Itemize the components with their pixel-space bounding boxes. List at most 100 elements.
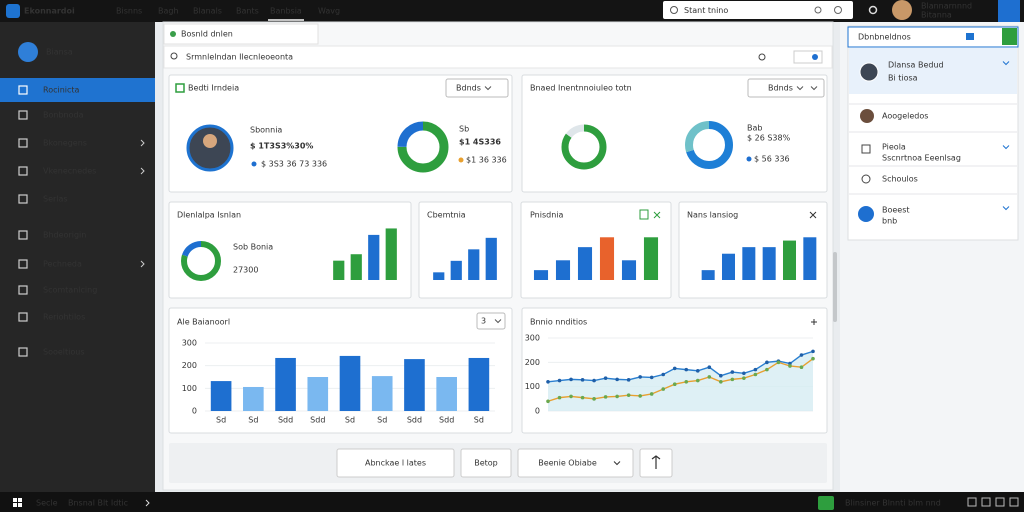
nav-item[interactable]: Vkenecnedes	[43, 167, 96, 176]
user-avatar-2[interactable]	[998, 0, 1020, 22]
line-point	[661, 372, 666, 377]
user-sub: Bitanna	[921, 11, 952, 20]
menu-item[interactable]: Blanals	[193, 7, 222, 16]
card	[168, 201, 412, 299]
tray-icon	[995, 497, 1005, 507]
footer-button-text[interactable]: Beenie Obiabe	[538, 459, 597, 468]
item-sub: Bi tiosa	[888, 74, 918, 83]
window-search-icon	[170, 52, 178, 60]
upload-icon	[651, 455, 661, 469]
line-point	[603, 395, 608, 399]
item-title[interactable]: Schoulos	[882, 175, 918, 184]
dropdown[interactable]	[476, 312, 506, 330]
dropdown-text[interactable]: Bdnds	[768, 84, 793, 93]
tab-title: Bosnld dnlen	[181, 30, 233, 39]
menu-item[interactable]: Bagh	[158, 7, 179, 16]
bar	[385, 228, 397, 280]
donut-segment	[397, 121, 449, 173]
line-point	[603, 376, 608, 380]
menu-item[interactable]: Bisnns	[116, 7, 142, 16]
y-tick-label: 200	[525, 358, 540, 367]
dropdown-text[interactable]: Bdnds	[456, 84, 481, 93]
stat-sub: $1 36 336	[466, 156, 507, 165]
item-title[interactable]: Boeest	[882, 206, 910, 215]
item-title[interactable]: Aoogeledos	[882, 112, 928, 121]
bar	[333, 260, 345, 280]
search-icon	[670, 6, 678, 14]
card-title: Cbemtnia	[427, 211, 466, 220]
right-icon	[966, 33, 974, 40]
line-point	[580, 395, 585, 400]
sidebar-active[interactable]	[0, 78, 155, 102]
profile-sub: $ 3S3 36 73 336	[261, 160, 327, 169]
menu-item[interactable]: Bants	[236, 7, 259, 16]
nav-icon	[18, 194, 28, 204]
bar	[555, 260, 571, 280]
bar	[404, 359, 425, 411]
line-point	[661, 387, 666, 391]
search-box[interactable]	[663, 1, 853, 19]
nav-item[interactable]: Scomtanlcing	[43, 286, 97, 295]
card-title: Pnisdnia	[530, 211, 564, 220]
profile-value: $ 1T3S3%30%	[250, 142, 313, 151]
nav-item[interactable]: Bkonegens	[43, 139, 87, 148]
window-tab[interactable]	[163, 23, 319, 45]
dropdown-text[interactable]: 3	[481, 317, 486, 326]
card-title: Nans lansiog	[687, 211, 738, 220]
chevron-icon	[613, 461, 621, 466]
dropdown[interactable]	[747, 78, 825, 98]
status-chevron	[145, 499, 150, 507]
line-point	[730, 370, 735, 374]
search-clear	[814, 6, 822, 14]
nav-item[interactable]: Pechneda	[43, 260, 82, 269]
bar	[621, 260, 637, 280]
bar	[450, 260, 462, 280]
x-tick-label: Sdd	[278, 416, 293, 425]
nav-item[interactable]: Bhdeorigin	[43, 231, 86, 240]
footer-button-text[interactable]: Abnckae l lates	[365, 459, 426, 468]
nav-item[interactable]: Bonbnoda	[43, 111, 84, 120]
nav-item[interactable]: Rocinicta	[43, 86, 80, 95]
bar	[803, 237, 817, 280]
bar	[762, 247, 776, 280]
bar	[701, 270, 715, 280]
nav-item[interactable]: Serlas	[43, 195, 68, 204]
stat-label: Bab	[747, 124, 762, 133]
nav-icon	[18, 85, 28, 95]
nav-item[interactable]: Reriohtilos	[43, 313, 85, 322]
line-point	[742, 371, 746, 376]
line-point	[638, 375, 642, 379]
window-search[interactable]	[163, 45, 833, 69]
nav-icon	[18, 110, 28, 120]
x-tick-label: Sd	[248, 416, 258, 425]
menu-item[interactable]: Banbsia	[270, 7, 302, 16]
window-search-text: Srmnlelndan Ilecnleoeonta	[186, 53, 293, 62]
profile-face	[203, 134, 217, 148]
status-text: Blinsiner Blnnti blm nnd	[845, 499, 941, 508]
tray-icon	[981, 497, 991, 507]
item-title[interactable]: Dlansa Bedud	[888, 61, 944, 70]
dropdown[interactable]	[445, 78, 509, 98]
right-check[interactable]	[1002, 28, 1017, 45]
line-point	[765, 360, 769, 365]
footer-button[interactable]	[517, 448, 634, 478]
footer-button[interactable]	[336, 448, 455, 478]
line-point	[811, 349, 815, 354]
y-tick-label: 0	[192, 407, 197, 416]
status-app[interactable]	[818, 496, 834, 510]
nav-chevron	[140, 260, 145, 268]
bar	[468, 357, 490, 411]
line-point	[753, 367, 758, 372]
menu-item[interactable]: Wavg	[318, 7, 340, 16]
item-title[interactable]: Pieola	[882, 143, 906, 152]
nav-icon	[18, 138, 28, 148]
nav-item[interactable]: Sooeltious	[43, 348, 85, 357]
footer-button-text[interactable]: Betop	[474, 459, 498, 468]
line-point	[742, 376, 746, 380]
footer-button[interactable]	[460, 448, 512, 478]
search-text: Stant tnino	[684, 6, 728, 15]
line-point	[615, 377, 619, 382]
line-point	[719, 380, 723, 384]
card-action	[639, 209, 649, 220]
bar	[742, 247, 756, 280]
